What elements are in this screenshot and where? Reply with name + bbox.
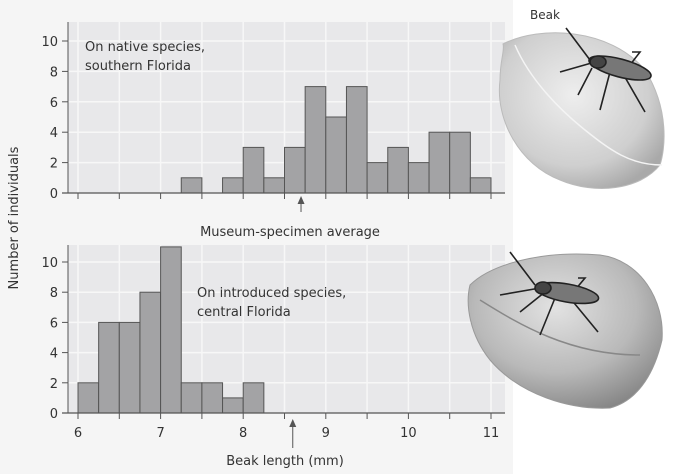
y-tick-label: 4 [50,347,58,362]
histogram-bar [325,116,347,194]
histogram-bar [222,177,244,194]
histogram-bar [345,86,368,194]
y-tick-label: 6 [50,96,58,111]
histogram-bar [118,321,141,414]
histogram-panel-bottom: 0 2 4 6 8 10 6 7 8 9 10 11 [41,245,505,448]
arrow-head [289,419,297,427]
histogram-bar [77,382,100,414]
histogram-bar [180,177,203,194]
bug-icon [499,251,600,336]
seed-seam [514,44,663,166]
x-axis-label: Beak length (mm) [226,454,344,469]
native-seed-illustration: Beak [498,8,665,189]
y-tick-label: 4 [50,126,58,141]
histogram-bar [366,162,389,194]
y-tick-label: 8 [50,65,58,80]
y-tick-label: 0 [50,187,58,202]
top-annotation-line1: On native species, [85,40,205,55]
bottom-annotation-line2: central Florida [197,305,291,320]
histogram-bar [387,146,409,194]
introduced-seed-illustration [467,251,663,409]
histogram-bar [222,397,244,414]
histogram-bar [304,86,327,194]
histogram-bar [180,382,203,414]
histogram-bar [242,382,265,414]
arrow-head [297,196,305,204]
seed-seam [479,299,641,356]
beak-label: Beak [530,8,560,22]
y-tick-label: 2 [50,377,58,392]
bug-icon [559,27,652,113]
histogram-bar [242,146,265,194]
histogram-bar [139,291,162,414]
x-tick-label: 8 [239,426,247,441]
histogram-panel-top: 0 2 4 6 8 10 [41,22,505,212]
histogram-bar [407,162,430,194]
museum-average-arrow-icon [289,419,297,448]
histogram-bar [98,321,120,414]
x-tick-label: 11 [483,426,500,441]
y-tick-label: 6 [50,316,58,331]
y-axis-label: Number of individuals [7,146,22,289]
museum-average-arrow-icon [297,196,305,212]
seed-icon [498,32,665,189]
x-tick-label: 9 [322,426,330,441]
histogram-bar [263,177,286,194]
y-tick-label: 8 [50,286,58,301]
histogram-bar [160,246,182,414]
x-tick-label: 7 [156,426,164,441]
histogram-bar [469,177,492,194]
top-annotation-line2: southern Florida [85,59,191,74]
histogram-bar [284,146,306,194]
y-tick-label: 10 [41,256,58,271]
histogram-bar [449,131,471,194]
bottom-annotation-line1: On introduced species, [197,286,346,301]
histogram-bar [201,382,224,414]
x-tick-label: 10 [400,426,417,441]
x-tick-label: 6 [74,426,82,441]
museum-average-label: Museum-specimen average [200,225,380,240]
y-tick-label: 0 [50,407,58,422]
y-tick-label: 10 [41,35,58,50]
histogram-bar [428,131,451,194]
y-tick-label: 2 [50,157,58,172]
